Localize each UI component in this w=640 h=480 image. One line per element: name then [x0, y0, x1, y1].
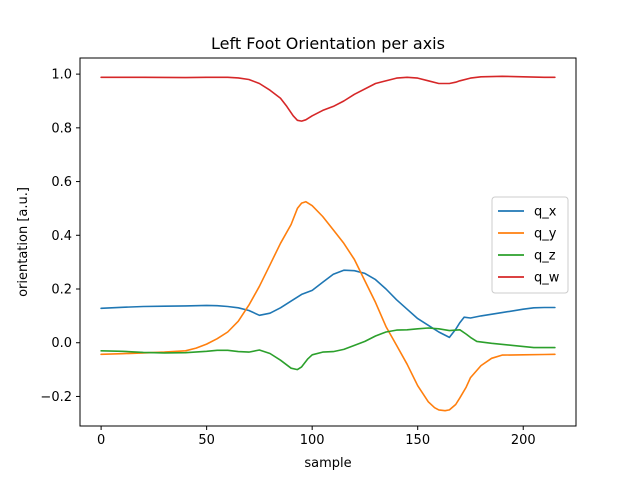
x-tick-label: 200: [511, 433, 536, 448]
series-line-q-x: [100, 269, 556, 339]
legend-entry-label: q_w: [534, 271, 560, 286]
x-tick-label: 50: [198, 433, 215, 448]
legend: q_x q_y q_z q_w: [491, 196, 569, 294]
y-axis-label: orientation [a.u.]: [16, 187, 31, 297]
plot-series: [100, 75, 556, 412]
series-line-q-z: [100, 327, 556, 371]
y-axis-ticks: −0.2 0.0 0.2 0.4 0.6 0.8 1.0: [40, 68, 80, 405]
plot-frame: [79, 57, 577, 427]
y-tick-label: 0.2: [51, 283, 72, 298]
series-line-q-w: [100, 75, 556, 122]
x-tick-label: 150: [405, 433, 430, 448]
y-tick-label: −0.2: [40, 390, 72, 405]
x-axis-ticks: 0 50 100 150 200: [97, 426, 536, 448]
x-tick-label: 100: [300, 433, 325, 448]
legend-entry-label: q_x: [534, 205, 557, 220]
legend-entry-label: q_z: [534, 249, 556, 264]
y-tick-label: 0.8: [51, 121, 72, 136]
x-tick-label: 0: [97, 433, 105, 448]
y-tick-label: 0.0: [51, 336, 72, 351]
series-line-q-y: [100, 200, 556, 412]
legend-entry-label: q_y: [534, 227, 557, 242]
legend-box: [491, 196, 569, 294]
chart-title: Left Foot Orientation per axis: [211, 34, 445, 53]
x-axis-label: sample: [304, 456, 351, 471]
y-tick-label: 0.6: [51, 175, 72, 190]
y-tick-label: 0.4: [51, 229, 72, 244]
y-tick-label: 1.0: [51, 68, 72, 83]
